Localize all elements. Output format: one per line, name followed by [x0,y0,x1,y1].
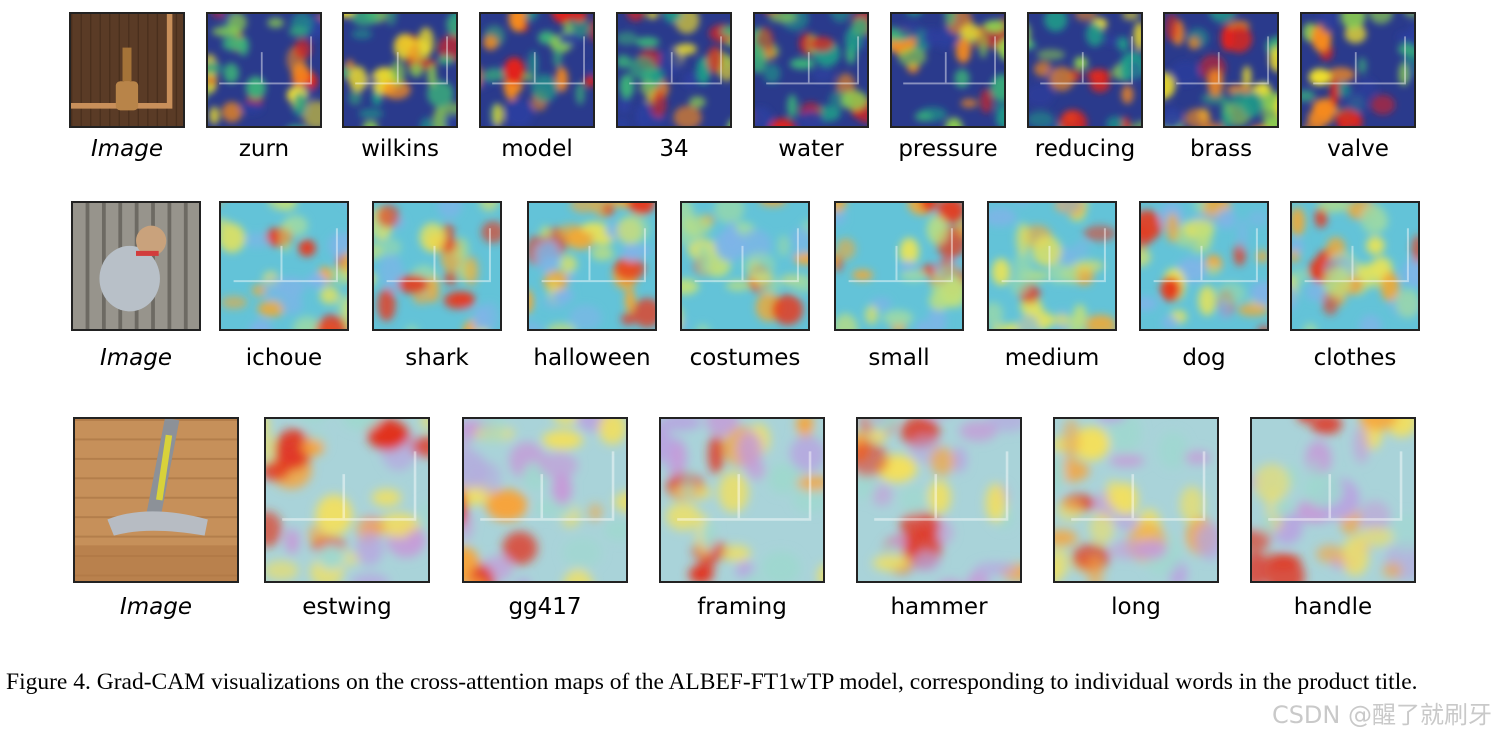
word-label: dog [1182,345,1226,371]
heatmap-image [1163,12,1279,128]
word-label: water [778,136,844,162]
word-label: shark [405,345,469,371]
heatmap-image [680,201,810,331]
word-label: long [1111,594,1161,620]
word-label: costumes [689,345,801,371]
heatmap-image [987,201,1117,331]
word-label: gg417 [508,594,582,620]
heatmap-image [1250,417,1416,583]
word-label: zurn [238,136,290,162]
word-label: pressure [898,136,998,162]
heatmap-image [527,201,657,331]
source-image [69,12,185,128]
heatmap-image [462,417,628,583]
word-label: estwing [302,594,392,620]
word-label: small [868,345,930,371]
heatmap-image [219,201,349,331]
heatmap-image [616,12,732,128]
heatmap-image [1139,201,1269,331]
word-label: ichoue [245,345,323,371]
word-label: reducing [1034,136,1136,162]
heatmap-image [1290,201,1420,331]
word-label: halloween [533,345,651,371]
image-label: Image [90,136,164,162]
heatmap-image [1300,12,1416,128]
word-label: hammer [890,594,988,620]
heatmap-image [206,12,322,128]
word-label: clothes [1313,345,1397,371]
heatmap-image [372,201,502,331]
image-label: Image [119,594,193,620]
heatmap-image [834,201,964,331]
figure-caption: Figure 4. Grad-CAM visualizations on the… [6,669,1418,695]
word-label: brass [1189,136,1253,162]
source-image [73,417,239,583]
watermark: CSDN @醒了就刷牙 [1271,701,1492,729]
source-image [71,201,201,331]
word-label: medium [1004,345,1100,371]
word-label: 34 [659,136,689,162]
heatmap-image [753,12,869,128]
word-label: model [501,136,573,162]
heatmap-image [1027,12,1143,128]
heatmap-image [890,12,1006,128]
heatmap-image [659,417,825,583]
heatmap-image [1053,417,1219,583]
word-label: wilkins [361,136,439,162]
word-label: valve [1327,136,1389,162]
word-label: handle [1293,594,1373,620]
heatmap-image [479,12,595,128]
word-label: framing [697,594,787,620]
heatmap-image [342,12,458,128]
heatmap-image [264,417,430,583]
heatmap-image [856,417,1022,583]
image-label: Image [99,345,173,371]
